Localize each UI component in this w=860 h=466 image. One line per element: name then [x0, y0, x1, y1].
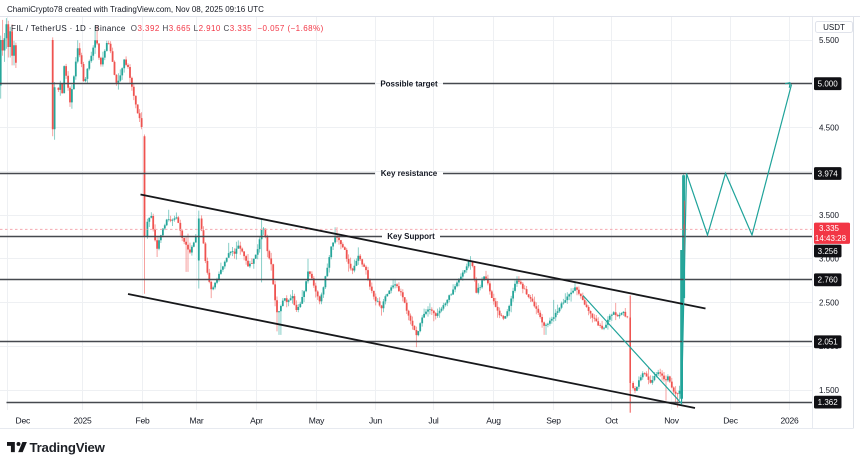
svg-text:3.974: 3.974	[818, 169, 839, 178]
svg-text:USDT: USDT	[823, 23, 845, 32]
svg-text:Key Support: Key Support	[387, 232, 435, 241]
svg-text:Dec: Dec	[16, 416, 31, 426]
svg-text:Jul: Jul	[428, 416, 439, 426]
svg-text:1.500: 1.500	[819, 386, 840, 395]
svg-text:Nov: Nov	[664, 416, 679, 426]
svg-text:5.500: 5.500	[819, 36, 840, 45]
svg-text:2.760: 2.760	[818, 276, 839, 285]
svg-text:1.362: 1.362	[818, 398, 839, 407]
svg-text:Possible target: Possible target	[380, 80, 438, 89]
svg-text:14:43:28: 14:43:28	[815, 234, 847, 243]
svg-text:Mar: Mar	[189, 416, 203, 426]
svg-text:TradingView: TradingView	[30, 440, 106, 455]
svg-text:4.500: 4.500	[819, 123, 840, 132]
svg-text:2.500: 2.500	[819, 298, 840, 307]
svg-text:2026: 2026	[780, 416, 799, 426]
svg-text:2.051: 2.051	[818, 338, 839, 347]
svg-text:3.335: 3.335	[819, 224, 840, 233]
svg-text:FIL / TetherUS · 1D · Binance: FIL / TetherUS · 1D · Binance O3.392 H3.…	[11, 24, 324, 33]
svg-text:May: May	[309, 416, 325, 426]
svg-text:5.000: 5.000	[818, 80, 839, 89]
svg-text:Apr: Apr	[250, 416, 263, 426]
svg-text:Dec: Dec	[723, 416, 738, 426]
svg-text:Jun: Jun	[369, 416, 383, 426]
svg-text:3.256: 3.256	[818, 247, 839, 256]
svg-text:2025: 2025	[73, 416, 92, 426]
svg-text:Oct: Oct	[605, 416, 618, 426]
svg-text:ChamiCrypto78 created with Tra: ChamiCrypto78 created with TradingView.c…	[7, 5, 264, 14]
svg-text:3.000: 3.000	[819, 255, 840, 264]
svg-text:Feb: Feb	[135, 416, 150, 426]
svg-text:3.500: 3.500	[819, 211, 840, 220]
svg-text:Aug: Aug	[486, 416, 501, 426]
svg-text:Sep: Sep	[546, 416, 561, 426]
svg-text:Key resistance: Key resistance	[381, 169, 438, 178]
